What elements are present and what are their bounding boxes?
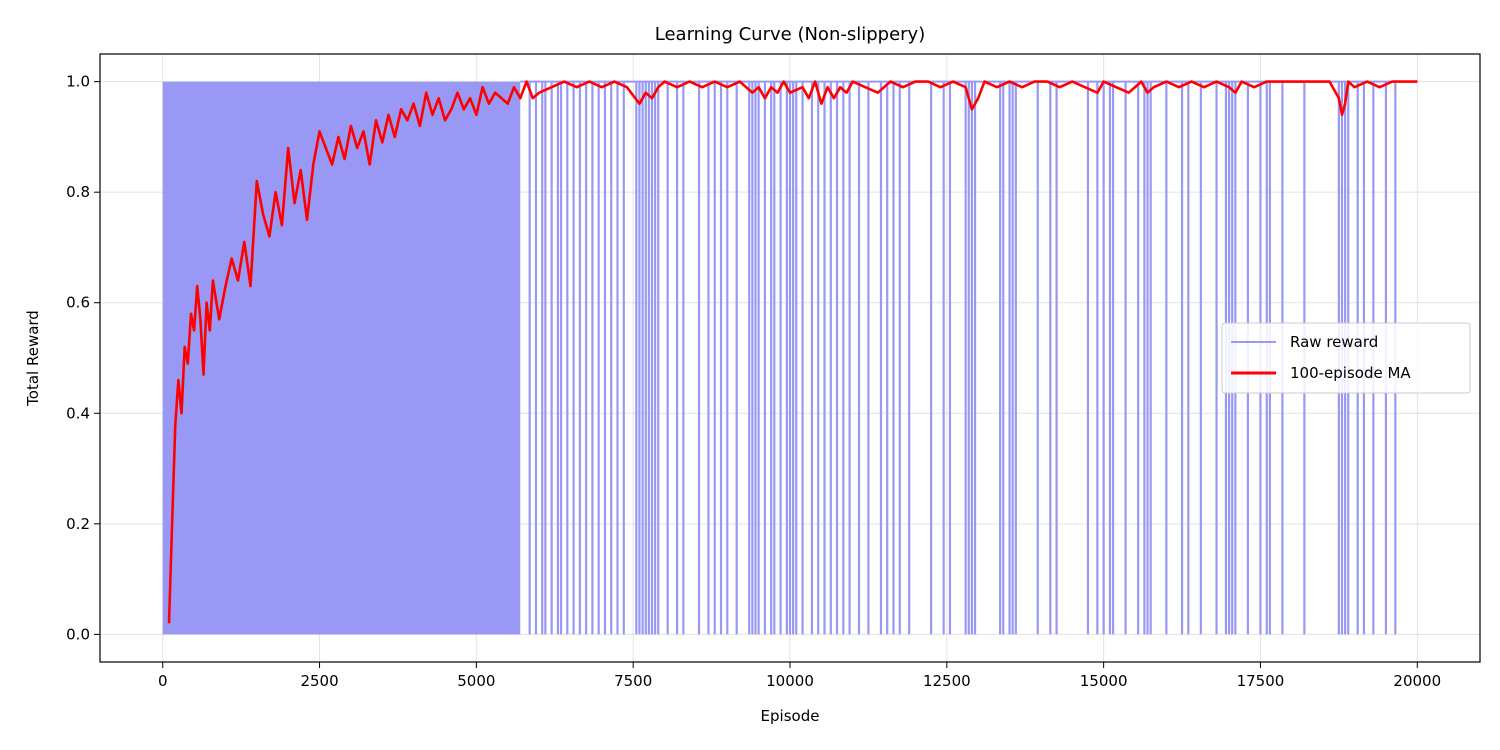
legend: Raw reward 100-episode MA [1221, 322, 1471, 394]
moving-average-line [167, 80, 1418, 624]
x-tick-label: 0 [158, 672, 168, 690]
x-axis-label: Episode [761, 707, 820, 725]
x-tick-label: 20000 [1393, 672, 1441, 690]
legend-box [1221, 322, 1471, 394]
x-tick-label: 5000 [457, 672, 495, 690]
y-tick-label: 0.8 [66, 183, 90, 201]
x-tick-label: 17500 [1237, 672, 1285, 690]
x-tick-label: 15000 [1080, 672, 1128, 690]
y-axis-label: Total Reward [24, 310, 42, 407]
y-tick-label: 0.4 [66, 404, 90, 422]
x-tick-label: 12500 [923, 672, 971, 690]
y-tick-label: 0.2 [66, 515, 90, 533]
x-axis-ticks: 0 2500 5000 7500 10000 12500 15000 17500 20000 [158, 662, 1441, 690]
raw-reward-dense-band [162, 81, 521, 635]
y-tick-label: 0.0 [66, 625, 90, 643]
y-tick-label: 1.0 [66, 73, 90, 91]
legend-raw-label: Raw reward [1290, 333, 1378, 351]
y-axis-ticks: 0.0 0.2 0.4 0.6 0.8 1.0 [66, 73, 100, 643]
y-tick-label: 0.6 [66, 294, 90, 312]
x-tick-label: 10000 [766, 672, 814, 690]
legend-ma-label: 100-episode MA [1290, 364, 1411, 382]
x-tick-label: 2500 [300, 672, 338, 690]
chart-title: Learning Curve (Non-slippery) [655, 24, 925, 45]
moving-average-series [167, 80, 1418, 624]
x-tick-label: 7500 [614, 672, 652, 690]
